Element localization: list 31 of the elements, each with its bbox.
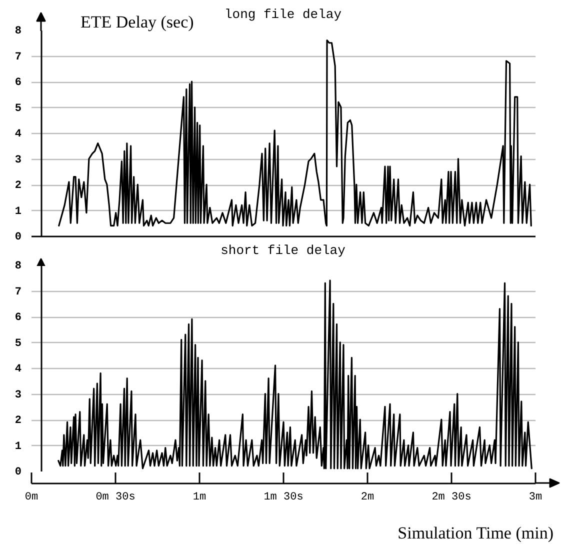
x-tick-label: 0m 30s (96, 492, 136, 504)
y-axis-title: ETE Delay (sec) (80, 12, 194, 32)
x-tick-label: 1m 30s (264, 492, 304, 504)
y-tick-label: 7 (14, 286, 22, 298)
y-tick-label: 8 (14, 260, 22, 272)
x-tick-label: 2m 30s (432, 492, 472, 504)
y-tick-label: 3 (14, 154, 22, 166)
chart-title: short file delay (220, 243, 346, 258)
y-tick-label: 0 (14, 466, 22, 478)
y-tick-label: 0 (14, 232, 22, 244)
y-tick-label: 4 (14, 364, 22, 376)
x-tick-label: 1m (192, 492, 206, 504)
y-tick-label: 5 (14, 338, 22, 350)
x-tick-label: 0m (24, 492, 38, 504)
y-tick-label: 6 (14, 312, 22, 324)
y-tick-label: 3 (14, 389, 22, 402)
y-tick-label: 4 (14, 128, 22, 140)
y-tick-label: 8 (14, 26, 22, 38)
line-series (58, 40, 532, 226)
x-tick-label: 3m (528, 492, 542, 504)
y-tick-label: 6 (14, 77, 22, 89)
y-tick-label: 2 (14, 180, 22, 192)
y-tick-label: 7 (14, 51, 22, 64)
x-tick-label: 2m (360, 492, 374, 504)
y-tick-label: 1 (14, 206, 22, 218)
y-tick-label: 1 (14, 440, 22, 453)
line-series (58, 280, 532, 470)
chart-title: long file delay (224, 7, 342, 22)
y-tick-label: 2 (14, 415, 22, 427)
x-axis-title: Simulation Time (min) (398, 524, 554, 542)
y-tick-label: 5 (14, 102, 22, 115)
